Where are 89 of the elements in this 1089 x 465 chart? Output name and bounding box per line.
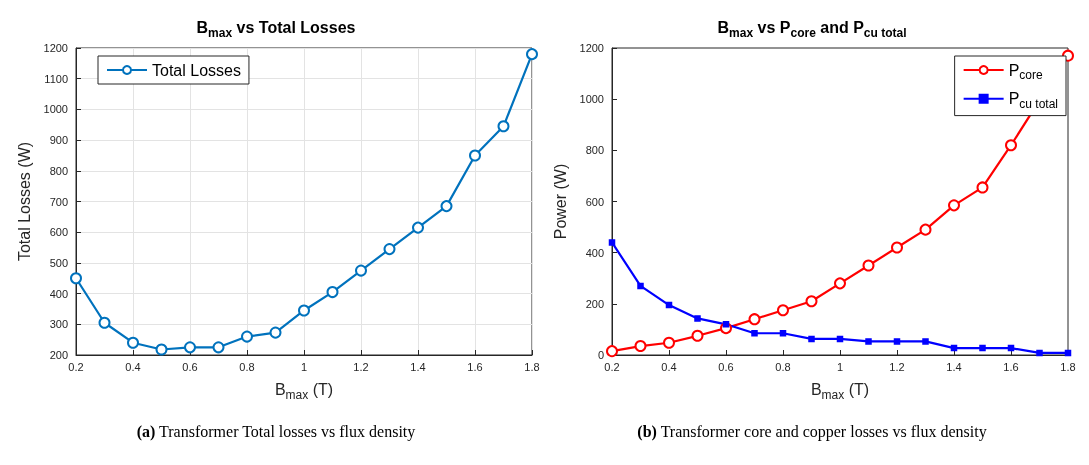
point bbox=[862, 259, 875, 272]
y-tick-label: 1000 bbox=[579, 93, 604, 106]
y-tick-label: 800 bbox=[49, 164, 68, 177]
point bbox=[70, 272, 82, 285]
x-tick-label: 0.4 bbox=[125, 360, 141, 373]
point bbox=[922, 338, 929, 345]
point bbox=[891, 241, 903, 254]
x-tick-label: 0.6 bbox=[182, 360, 198, 373]
x-tick-label: 1.2 bbox=[889, 360, 905, 373]
x-tick-label: 1.2 bbox=[353, 360, 369, 373]
x-tick-label: 1.4 bbox=[946, 360, 962, 373]
y-tick-label: 0 bbox=[597, 349, 604, 361]
x-tick-label: 1.4 bbox=[410, 360, 426, 373]
point bbox=[469, 149, 481, 162]
point bbox=[779, 330, 787, 337]
point bbox=[1036, 349, 1043, 357]
point bbox=[805, 295, 818, 308]
point bbox=[663, 336, 675, 349]
point bbox=[919, 223, 932, 236]
x-tick-label: 0.6 bbox=[718, 360, 734, 373]
y-tick-label: 1200 bbox=[43, 42, 68, 54]
point bbox=[808, 335, 815, 343]
point bbox=[383, 243, 396, 256]
y-tick-label: 700 bbox=[49, 195, 68, 208]
point bbox=[212, 341, 225, 354]
point bbox=[298, 304, 310, 317]
x-tick-label: 1.6 bbox=[467, 360, 483, 373]
y-tick-label: 200 bbox=[49, 349, 68, 361]
point bbox=[1064, 349, 1072, 357]
x-tick-label: 0.4 bbox=[661, 360, 677, 373]
x-tick-label: 1.6 bbox=[1003, 360, 1019, 373]
x-tick-label: 0.2 bbox=[68, 360, 84, 373]
point bbox=[1007, 344, 1015, 352]
point bbox=[950, 344, 958, 352]
point bbox=[634, 340, 647, 353]
point bbox=[355, 264, 367, 277]
point bbox=[241, 330, 253, 343]
x-tick-label: 1.8 bbox=[1060, 360, 1076, 373]
point bbox=[834, 277, 846, 290]
x-tick-label: 0.8 bbox=[775, 360, 791, 373]
point bbox=[412, 221, 424, 234]
point bbox=[127, 336, 139, 349]
point bbox=[722, 321, 730, 328]
point bbox=[155, 343, 168, 356]
y-tick-label: 400 bbox=[585, 246, 604, 259]
x-tick-label: 0.2 bbox=[604, 360, 620, 373]
point bbox=[865, 338, 872, 345]
point bbox=[98, 316, 111, 329]
point bbox=[777, 304, 789, 317]
point bbox=[326, 286, 339, 299]
y-tick-label: 400 bbox=[49, 287, 68, 300]
y-tick-label: 600 bbox=[49, 226, 68, 239]
point bbox=[269, 326, 282, 339]
y-tick-label: 1100 bbox=[44, 72, 68, 85]
y-tick-label: 500 bbox=[49, 256, 68, 269]
y-tick-label: 1200 bbox=[579, 42, 604, 54]
x-tick-label: 1.8 bbox=[524, 360, 540, 373]
point bbox=[497, 120, 510, 133]
x-tick-label: 1 bbox=[836, 360, 844, 373]
point bbox=[893, 338, 901, 345]
point bbox=[637, 282, 644, 290]
text: (b) Transformer core and copper losses vs flux density bbox=[636, 423, 988, 441]
point bbox=[606, 345, 618, 358]
point bbox=[608, 239, 616, 246]
point bbox=[1005, 139, 1017, 152]
point bbox=[665, 301, 673, 309]
x-tick-label: 1 bbox=[300, 360, 308, 373]
point bbox=[948, 199, 960, 212]
point bbox=[979, 344, 986, 352]
y-tick-label: 1000 bbox=[43, 103, 68, 116]
point bbox=[836, 335, 844, 343]
point bbox=[440, 200, 453, 213]
point bbox=[976, 181, 989, 194]
y-axis-title: Power (W) bbox=[551, 163, 569, 240]
point bbox=[184, 341, 196, 354]
y-tick-label: 200 bbox=[585, 297, 604, 310]
x-tick-label: 0.8 bbox=[239, 360, 255, 373]
point bbox=[526, 48, 538, 61]
legend-label: Total Losses bbox=[152, 61, 241, 79]
y-axis-title: Total Losses (W) bbox=[15, 141, 33, 262]
y-tick-label: 600 bbox=[585, 195, 604, 208]
point bbox=[748, 313, 761, 326]
point bbox=[694, 315, 701, 322]
y-tick-label: 900 bbox=[49, 134, 68, 147]
point bbox=[751, 330, 758, 337]
y-tick-label: 800 bbox=[585, 144, 604, 157]
y-tick-label: 300 bbox=[49, 318, 68, 331]
point bbox=[691, 329, 704, 342]
text: (a) Transformer Total losses vs flux density bbox=[135, 423, 417, 441]
